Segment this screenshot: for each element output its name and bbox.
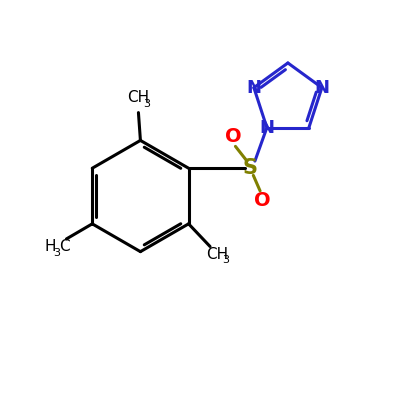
Text: O: O	[254, 191, 270, 210]
Text: H: H	[44, 239, 56, 254]
Text: 3: 3	[222, 255, 230, 265]
Text: CH: CH	[206, 247, 228, 262]
Text: CH: CH	[127, 90, 150, 106]
Text: C: C	[59, 239, 69, 254]
Text: N: N	[314, 79, 329, 97]
Text: S: S	[243, 158, 258, 178]
Text: N: N	[259, 119, 274, 137]
Text: O: O	[225, 127, 242, 146]
Text: 3: 3	[54, 248, 60, 258]
Text: 3: 3	[144, 99, 151, 109]
Text: N: N	[246, 79, 261, 97]
